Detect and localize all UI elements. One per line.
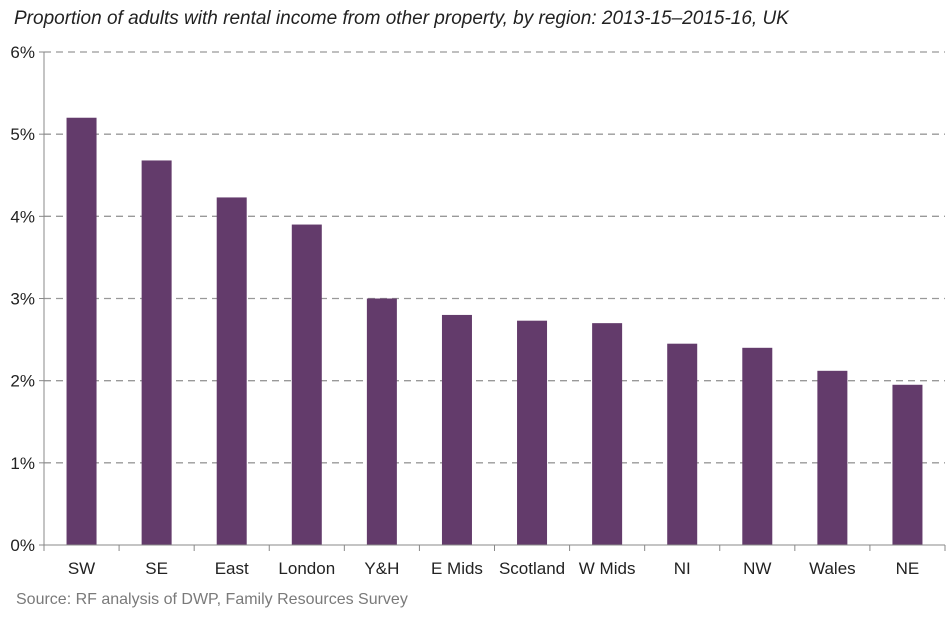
bar [517, 320, 548, 545]
x-tick-label: E Mids [431, 559, 483, 578]
y-tick-label: 3% [10, 290, 35, 309]
y-tick-label: 2% [10, 372, 35, 391]
y-tick-label: 4% [10, 207, 35, 226]
y-tick-label: 1% [10, 454, 35, 473]
x-tick-label: Wales [809, 559, 856, 578]
bar [892, 384, 923, 545]
bar [667, 343, 698, 545]
x-tick-label: NE [896, 559, 920, 578]
y-tick-label: 6% [10, 43, 35, 62]
bar [742, 347, 773, 545]
bar [366, 298, 397, 545]
bar [66, 117, 97, 545]
x-tick-labels: SW SE East London Y&H E Mids Scotland W Mids NI N… [68, 559, 919, 578]
x-tick-label: NW [743, 559, 771, 578]
bars [66, 117, 923, 546]
x-tick-label: Y&H [364, 559, 399, 578]
bar [592, 323, 623, 545]
x-tick-label: NI [674, 559, 691, 578]
y-tick-label: 5% [10, 125, 35, 144]
chart-title: Proportion of adults with rental income … [14, 8, 789, 29]
bar [291, 224, 322, 546]
x-tick-label: London [278, 559, 335, 578]
bar [216, 197, 247, 545]
x-tick-label: SW [68, 559, 95, 578]
x-tick-label: SE [145, 559, 168, 578]
x-tick-label: Scotland [499, 559, 565, 578]
bar [441, 314, 472, 545]
axes [39, 51, 946, 551]
x-tick-label: East [215, 559, 249, 578]
x-tick-label: W Mids [579, 559, 636, 578]
source-note: Source: RF analysis of DWP, Family Resou… [16, 591, 408, 608]
y-tick-label: 0% [10, 536, 35, 555]
bar [141, 160, 172, 545]
gridlines [44, 51, 945, 464]
y-tick-labels: 0% 1% 2% 3% 4% 5% 6% [10, 43, 35, 555]
bar [817, 370, 848, 545]
